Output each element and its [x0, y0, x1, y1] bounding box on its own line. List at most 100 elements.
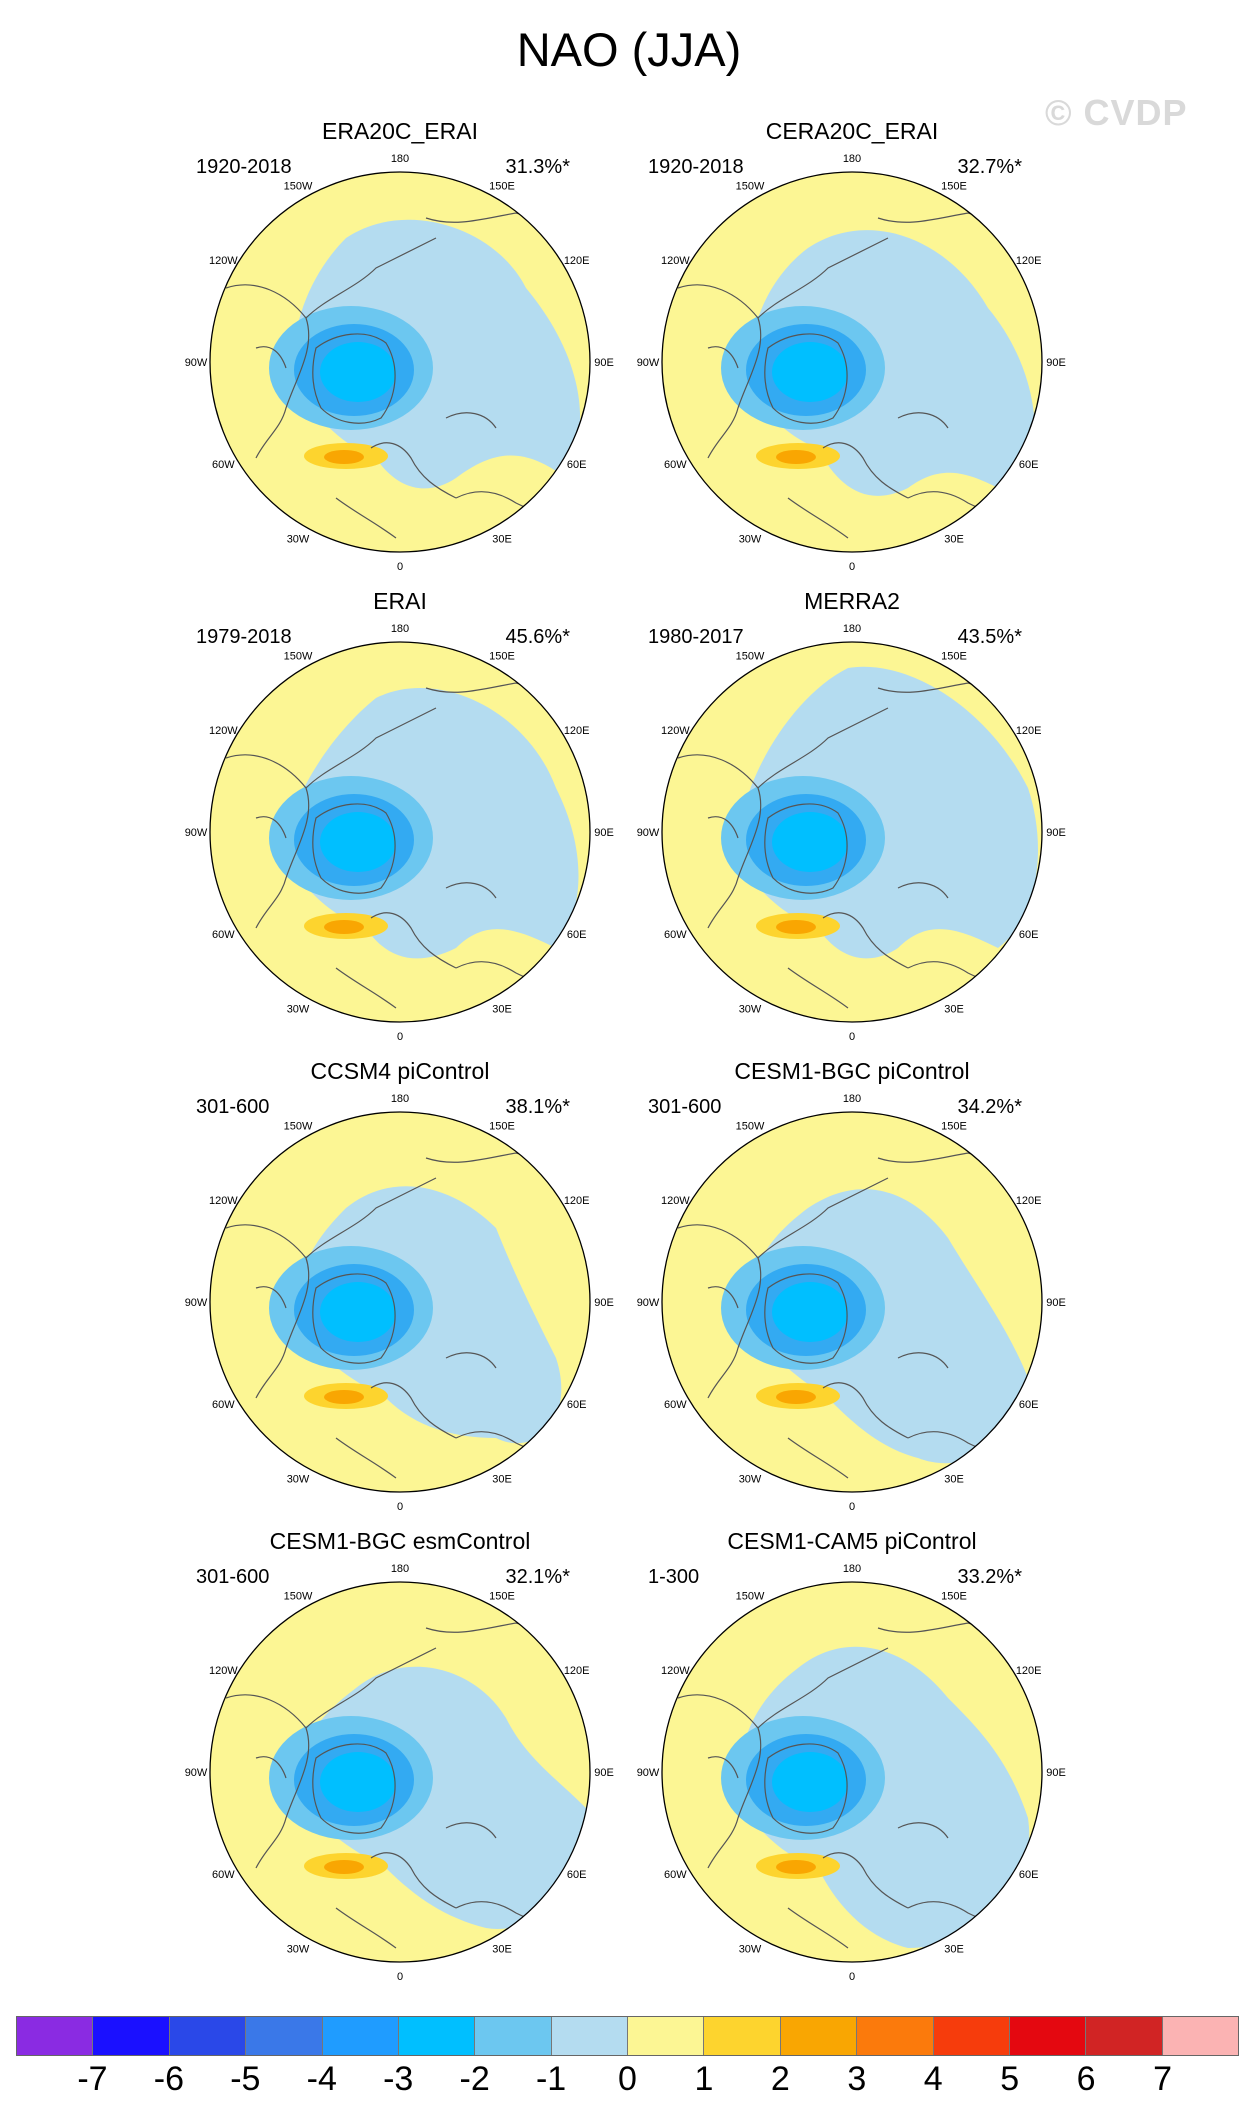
- longitude-label: 150W: [736, 650, 765, 662]
- map-field: [662, 1582, 1042, 1962]
- colorbar-tick-label: -1: [535, 2060, 567, 2098]
- panel-period: 1920-2018: [648, 156, 744, 178]
- panel-period: 1-300: [648, 1566, 700, 1588]
- colorbar-tick-label: -4: [306, 2060, 337, 2098]
- longitude-label: 30W: [739, 534, 762, 546]
- colorbar-swatch: [1009, 2017, 1087, 2055]
- longitude-label: 0: [397, 1971, 403, 1983]
- longitude-label: 120E: [1016, 725, 1042, 737]
- colorbar-swatch: [322, 2017, 399, 2055]
- colorbar-swatch: [475, 2017, 552, 2055]
- panel-title: CESM1-CAM5 piControl: [727, 1528, 977, 1554]
- longitude-label: 180: [843, 623, 861, 635]
- longitude-label: 180: [391, 1563, 409, 1575]
- colorbar-swatch: [17, 2017, 94, 2055]
- longitude-label: 120W: [209, 1665, 238, 1677]
- longitude-label: 120E: [1016, 1665, 1042, 1677]
- longitude-label: 150E: [489, 1120, 515, 1132]
- longitude-label: 60W: [664, 1399, 687, 1411]
- longitude-label: 30W: [287, 1004, 310, 1016]
- longitude-label: 30E: [944, 534, 964, 546]
- longitude-label: 30E: [492, 1474, 512, 1486]
- polar-map: 180 150E 120E 90E 60E 30E 0 30W 60W 90W 120W 150W: [185, 623, 614, 1043]
- panel-period: 301-600: [648, 1096, 722, 1118]
- longitude-label: 60W: [664, 459, 687, 471]
- longitude-label: 30W: [287, 1474, 310, 1486]
- longitude-label: 180: [843, 153, 861, 165]
- longitude-label: 0: [849, 1501, 855, 1513]
- longitude-label: 90E: [594, 827, 614, 839]
- panel-title: CCSM4 piControl: [310, 1058, 490, 1084]
- longitude-label: 30W: [287, 534, 310, 546]
- longitude-label: 30E: [944, 1474, 964, 1486]
- longitude-label: 150W: [284, 180, 313, 192]
- longitude-label: 90W: [185, 1767, 208, 1779]
- longitude-label: 60E: [567, 459, 587, 471]
- polar-map: 180 150E 120E 90E 60E 30E 0 30W 60W 90W 120W 150W: [637, 623, 1066, 1043]
- longitude-label: 30W: [739, 1474, 762, 1486]
- longitude-label: 150W: [736, 1590, 765, 1602]
- polar-map: 180 150E 120E 90E 60E 30E 0 30W 60W 90W 120W 150W: [185, 1093, 614, 1513]
- panel-title: CERA20C_ERAI: [765, 118, 939, 144]
- colorbar-tick-label: -6: [153, 2060, 184, 2098]
- map-field: [210, 642, 590, 1022]
- longitude-label: 120W: [661, 255, 690, 267]
- colorbar-tick-label: 6: [1076, 2060, 1096, 2098]
- longitude-label: 0: [397, 561, 403, 573]
- panel-title: ERAI: [373, 588, 427, 614]
- longitude-label: 120W: [661, 1195, 690, 1207]
- longitude-label: 90E: [594, 1297, 614, 1309]
- colorbar-labels: -7 -6 -5 -4 -3 -2 -1 0 1 2 3 4 5 6 7: [16, 2060, 1239, 2110]
- longitude-label: 90W: [637, 827, 660, 839]
- panel-period: 1979-2018: [196, 626, 292, 648]
- colorbar-swatch: [551, 2017, 628, 2055]
- panel-variance: 33.2%*: [957, 1566, 1023, 1588]
- longitude-label: 60E: [1019, 1399, 1039, 1411]
- longitude-label: 30E: [944, 1944, 964, 1956]
- longitude-label: 0: [849, 1031, 855, 1043]
- panel-title: MERRA2: [804, 588, 900, 614]
- longitude-label: 150W: [736, 180, 765, 192]
- longitude-label: 120E: [1016, 255, 1042, 267]
- figure-title: NAO (JJA): [516, 23, 742, 76]
- map-panel: CESM1-CAM5 piControl 1-300 33.2%* 180 150E 12…: [637, 1528, 1068, 1998]
- longitude-label: 90W: [185, 357, 208, 369]
- colorbar-tick-label: 3: [847, 2060, 867, 2098]
- colorbar: [16, 2016, 1239, 2056]
- colorbar-swatch: [780, 2017, 858, 2055]
- longitude-label: 30W: [739, 1944, 762, 1956]
- longitude-label: 120E: [564, 1195, 590, 1207]
- longitude-label: 60E: [1019, 1869, 1039, 1881]
- longitude-label: 90E: [594, 1767, 614, 1779]
- map-field: [210, 1112, 590, 1492]
- colorbar-swatch: [704, 2017, 781, 2055]
- panel-title: CESM1-BGC esmControl: [269, 1528, 531, 1554]
- panel-variance: 32.7%*: [957, 156, 1023, 178]
- longitude-label: 180: [843, 1093, 861, 1105]
- colorbar-swatch: [933, 2017, 1010, 2055]
- colorbar-swatch: [246, 2017, 323, 2055]
- colorbar-tick-label: 7: [1153, 2060, 1173, 2098]
- map-panel: ERAI 1979-2018 45.6%* 180 150E 120E 90E 60E 30E 0…: [185, 588, 616, 1058]
- map-field: [662, 1112, 1042, 1492]
- longitude-label: 0: [397, 1031, 403, 1043]
- longitude-label: 90E: [1046, 1767, 1066, 1779]
- polar-map: 180 150E 120E 90E 60E 30E 0 30W 60W 90W 120W 150W: [637, 153, 1066, 573]
- panel-variance: 38.1%*: [505, 1096, 571, 1118]
- polar-map: 180 150E 120E 90E 60E 30E 0 30W 60W 90W 120W 150W: [637, 1563, 1066, 1983]
- longitude-label: 60W: [664, 929, 687, 941]
- panel-variance: 43.5%*: [957, 626, 1023, 648]
- panel-period: 1980-2017: [648, 626, 744, 648]
- longitude-label: 60E: [1019, 929, 1039, 941]
- longitude-label: 90W: [637, 1767, 660, 1779]
- colorbar-tick-label: 4: [923, 2060, 943, 2098]
- polar-map: 180 150E 120E 90E 60E 30E 0 30W 60W 90W 120W 150W: [185, 153, 614, 573]
- polar-map: 180 150E 120E 90E 60E 30E 0 30W 60W 90W 120W 150W: [637, 1093, 1066, 1513]
- colorbar-tick-label: 2: [770, 2060, 790, 2098]
- map-panel: CERA20C_ERAI 1920-2018 32.7%* 180 150E 120E 90…: [637, 118, 1068, 588]
- longitude-label: 120W: [661, 1665, 690, 1677]
- longitude-label: 150E: [489, 650, 515, 662]
- longitude-label: 60W: [212, 1399, 235, 1411]
- colorbar-tick-label: -5: [230, 2060, 261, 2098]
- colorbar-swatch: [1086, 2017, 1163, 2055]
